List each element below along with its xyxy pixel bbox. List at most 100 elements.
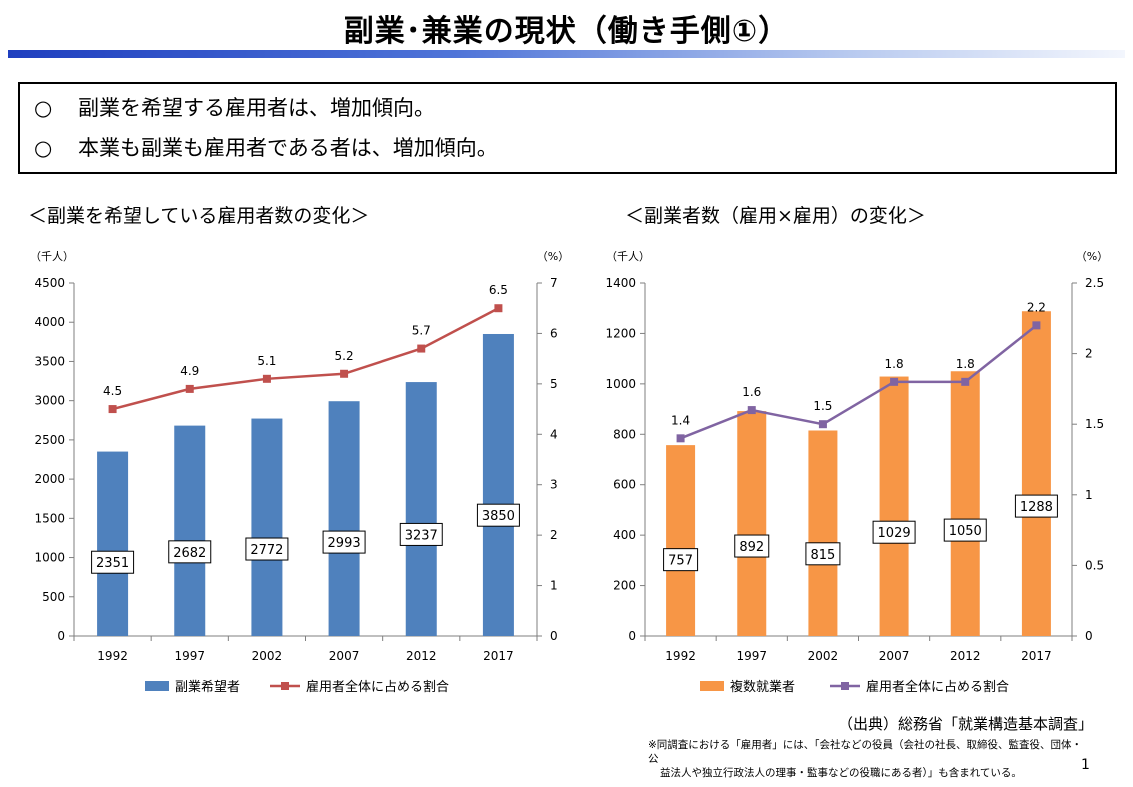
summary-item: ○ 本業も副業も雇用者である者は、増加傾向。 — [34, 132, 498, 162]
circle-bullet-icon: ○ — [34, 96, 53, 120]
right-tick-label: 4 — [550, 427, 558, 441]
legend-label-line: 雇用者全体に占める割合 — [306, 679, 449, 695]
ratio-data-label: 5.1 — [257, 354, 276, 368]
left-tick-label: 0 — [628, 629, 636, 643]
bar — [666, 445, 696, 636]
bar — [950, 371, 980, 636]
bar-value-box — [91, 550, 135, 574]
bar — [879, 376, 909, 636]
bar-value-label: 1029 — [878, 526, 911, 541]
right-tick-label: 6 — [550, 326, 558, 340]
bar-value-box — [663, 548, 699, 572]
x-tick-label: 2007 — [329, 649, 360, 663]
ratio-data-label: 5.7 — [412, 324, 431, 338]
footnote-line: ※同調査における「雇用者」には、「会社などの役員（会社の社長、取締役、監査役、団… — [648, 739, 1083, 765]
ratio-data-label: 4.9 — [180, 364, 199, 378]
bar — [97, 451, 129, 636]
right-tick-label: 1 — [550, 579, 558, 593]
ratio-data-label: 1.8 — [956, 357, 975, 371]
left-tick-label: 4000 — [34, 315, 65, 329]
bar-value-box — [168, 540, 212, 564]
bar-value-label: 2993 — [328, 536, 361, 551]
ratio-point — [340, 369, 349, 378]
x-tick-label: 1992 — [97, 649, 128, 663]
chart-title-right: ＜副業者数（雇用×雇用）の変化＞ — [625, 205, 926, 227]
summary-text: 副業を希望する雇用者は、増加傾向。 — [78, 96, 435, 120]
left-tick-label: 500 — [42, 590, 65, 604]
source-note: （出典）総務省「就業構造基本調査」 — [837, 715, 1093, 733]
ratio-point — [417, 344, 426, 353]
bar-value-label: 2351 — [96, 556, 129, 571]
ratio-data-label: 2.2 — [1027, 300, 1046, 314]
left-tick-label: 1500 — [34, 511, 65, 525]
bar-value-box — [245, 537, 289, 561]
bar — [808, 430, 838, 636]
bar — [737, 411, 767, 636]
right-tick-label: 5 — [550, 377, 558, 391]
x-tick-label: 1997 — [174, 649, 205, 663]
right-tick-label: 0 — [550, 629, 558, 643]
chart-multiple-jobholders: （千人） （%） 0 200 400 600 800 1000 1200 1400 0 0.5 1 1.5… — [605, 250, 1108, 695]
ratio-data-label: 1.6 — [742, 385, 761, 399]
right-tick-label: 1 — [1085, 488, 1093, 502]
bar-value-label: 1050 — [949, 524, 982, 539]
bar — [328, 401, 360, 636]
legend-swatch-marker — [281, 682, 289, 690]
ratio-point — [108, 405, 117, 414]
right-tick-label: 2 — [1085, 347, 1093, 361]
bar — [1021, 311, 1051, 636]
bar-value-box — [399, 522, 443, 546]
left-tick-label: 800 — [613, 427, 636, 441]
legend-label-line: 雇用者全体に占める割合 — [866, 679, 1009, 695]
bar-value-box — [805, 542, 841, 566]
legend-label-bar: 副業希望者 — [175, 679, 240, 695]
x-tick-label: 2002 — [808, 649, 839, 663]
bar — [251, 418, 283, 636]
ratio-point — [961, 377, 970, 386]
left-tick-label: 0 — [57, 629, 65, 643]
bar — [482, 333, 514, 636]
ratio-data-label: 4.5 — [103, 384, 122, 398]
ratio-data-label: 6.5 — [489, 283, 508, 297]
left-tick-label: 1200 — [605, 326, 636, 340]
right-tick-label: 0.5 — [1085, 558, 1104, 572]
left-tick-label: 3500 — [34, 354, 65, 368]
ratio-point — [747, 406, 756, 415]
left-tick-label: 600 — [613, 478, 636, 492]
ratio-point — [1032, 321, 1041, 330]
x-tick-label: 2017 — [1021, 649, 1052, 663]
bar-value-box — [476, 503, 520, 527]
left-tick-label: 4500 — [34, 276, 65, 290]
left-tick-label: 400 — [613, 528, 636, 542]
left-tick-label: 1400 — [605, 276, 636, 290]
bar-value-label: 2772 — [250, 543, 283, 558]
ratio-point — [676, 434, 685, 443]
x-tick-label: 1997 — [736, 649, 767, 663]
bar-value-box — [1014, 494, 1058, 518]
ratio-data-label: 1.5 — [813, 399, 832, 413]
legend-swatch-bar — [145, 681, 169, 691]
bar-value-label: 2682 — [173, 546, 206, 561]
x-tick-label: 2017 — [483, 649, 514, 663]
left-axis-unit-label: （千人） — [606, 250, 650, 263]
bar-value-label: 3237 — [405, 528, 438, 543]
x-tick-label: 2007 — [879, 649, 910, 663]
bar-value-box — [734, 534, 770, 558]
right-tick-label: 2.5 — [1085, 276, 1104, 290]
left-tick-label: 1000 — [605, 377, 636, 391]
ratio-point — [890, 377, 899, 386]
left-tick-label: 2000 — [34, 472, 65, 486]
right-axis-unit-label: （%） — [537, 250, 569, 263]
ratio-data-label: 1.4 — [671, 413, 690, 427]
bar-value-label: 815 — [811, 548, 836, 563]
left-tick-label: 3000 — [34, 394, 65, 408]
ratio-point — [185, 384, 194, 393]
bar-value-box — [943, 518, 987, 542]
legend-label-bar: 複数就業者 — [730, 679, 795, 695]
bar-value-label: 892 — [739, 540, 764, 555]
bar-value-label: 3850 — [482, 509, 515, 524]
bar-value-box — [872, 520, 916, 544]
left-axis-unit-label: （千人） — [30, 250, 74, 263]
left-tick-label: 1000 — [34, 551, 65, 565]
x-tick-label: 2012 — [950, 649, 981, 663]
